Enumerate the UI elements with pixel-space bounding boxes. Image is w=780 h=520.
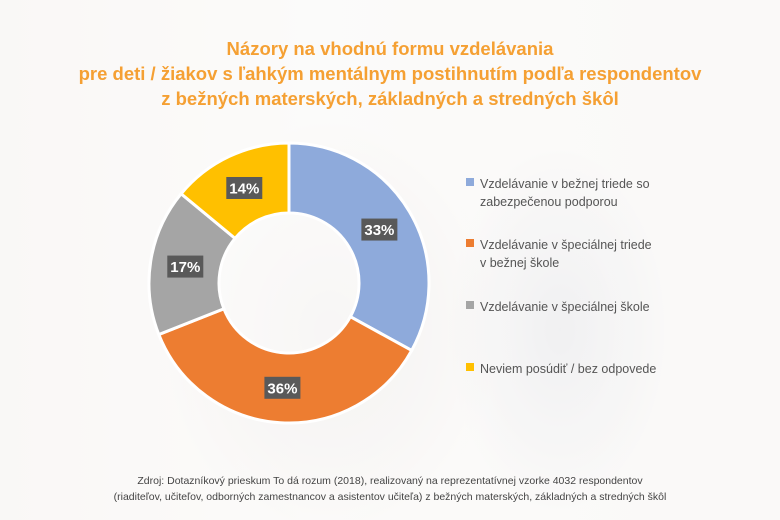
data-label-bg-3 <box>167 255 204 278</box>
data-label-text-1: 33% <box>364 222 394 239</box>
legend-swatch-1 <box>466 178 474 186</box>
legend-swatch-3 <box>466 301 474 309</box>
donut-hole <box>220 214 358 352</box>
data-label-bg-2 <box>264 376 301 399</box>
data-label-text-2: 36% <box>267 380 297 397</box>
donut-slice-2 <box>156 306 414 425</box>
data-label-bg-1 <box>361 218 398 241</box>
data-label-2: 36% <box>264 376 301 399</box>
legend-swatch-4 <box>466 363 474 371</box>
chart-title-line-3: z bežných materských, základných a stred… <box>161 88 619 109</box>
legend-label-1: Vzdelávanie v bežnej triede so zabezpeče… <box>480 177 650 209</box>
data-label-text-3: 17% <box>170 259 200 276</box>
source-line-1: Zdroj: Dotazníkový prieskum To dá rozum … <box>137 475 643 487</box>
legend-swatch-2 <box>466 239 474 247</box>
chart-title-line-1: Názory na vhodnú formu vzdelávania <box>226 38 554 59</box>
data-label-4: 14% <box>226 176 263 199</box>
data-label-3: 17% <box>167 255 204 278</box>
chart-title-line-2: pre deti / žiakov s ľahkým mentálnym pos… <box>78 63 702 84</box>
source-line-2: (riaditeľov, učiteľov, odborných zamestn… <box>113 491 667 503</box>
legend-label-3: Vzdelávanie v špeciálnej škole <box>480 300 650 314</box>
chart-title: Názory na vhodnú formu vzdelávania pre d… <box>0 36 780 111</box>
data-label-bg-4 <box>226 176 263 199</box>
donut-slice-1 <box>287 141 431 353</box>
legend-label-4: Neviem posúdiť / bez odpovede <box>480 362 657 376</box>
data-label-1: 33% <box>361 218 398 241</box>
source-note: Zdroj: Dotazníkový prieskum To dá rozum … <box>0 473 780 505</box>
legend-label-2: Vzdelávanie v špeciálnej triede v bežnej… <box>480 238 652 270</box>
data-label-text-4: 14% <box>229 180 259 197</box>
